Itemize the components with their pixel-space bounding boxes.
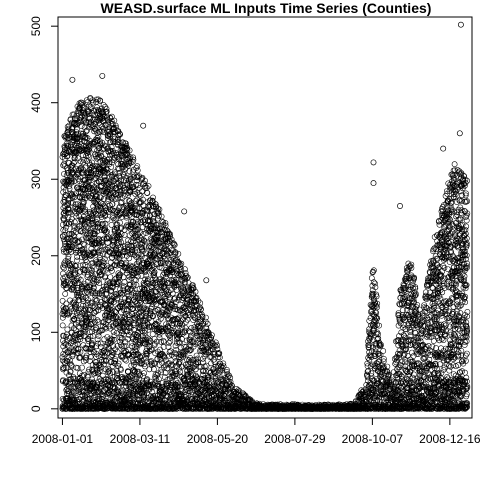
data-point bbox=[102, 274, 108, 281]
data-point bbox=[166, 339, 172, 346]
data-point bbox=[160, 344, 167, 350]
data-point bbox=[144, 190, 151, 196]
data-point bbox=[71, 219, 78, 225]
data-point bbox=[61, 265, 67, 272]
data-point bbox=[152, 375, 159, 382]
data-point bbox=[126, 397, 133, 404]
data-point bbox=[137, 193, 144, 199]
data-point bbox=[75, 155, 81, 162]
data-point bbox=[124, 380, 131, 386]
data-point bbox=[107, 274, 114, 280]
data-point bbox=[59, 297, 66, 304]
data-point bbox=[123, 357, 130, 364]
chart-title: WEASD.surface ML Inputs Time Series (Cou… bbox=[101, 0, 432, 16]
data-point bbox=[168, 405, 174, 412]
data-point bbox=[98, 395, 105, 402]
data-point bbox=[86, 102, 93, 109]
data-point bbox=[105, 376, 112, 382]
data-point bbox=[110, 328, 117, 335]
data-point bbox=[167, 395, 174, 402]
data-point bbox=[115, 391, 122, 398]
data-point bbox=[80, 396, 87, 403]
data-point bbox=[65, 390, 72, 397]
data-point bbox=[125, 237, 131, 244]
data-point bbox=[92, 399, 99, 406]
data-point bbox=[91, 146, 98, 153]
data-point bbox=[71, 375, 78, 382]
data-point bbox=[121, 169, 128, 176]
data-point bbox=[62, 290, 69, 297]
data-point bbox=[163, 392, 170, 399]
data-point bbox=[178, 387, 185, 394]
data-point bbox=[83, 224, 90, 230]
data-point bbox=[365, 397, 372, 404]
data-point bbox=[76, 237, 82, 244]
data-point bbox=[74, 257, 80, 264]
data-point bbox=[385, 375, 392, 382]
data-point bbox=[121, 231, 128, 238]
data-point bbox=[73, 213, 80, 220]
data-points bbox=[59, 21, 471, 412]
data-point bbox=[59, 322, 66, 329]
data-point bbox=[86, 153, 93, 160]
data-point bbox=[155, 376, 162, 382]
data-point bbox=[89, 263, 96, 270]
